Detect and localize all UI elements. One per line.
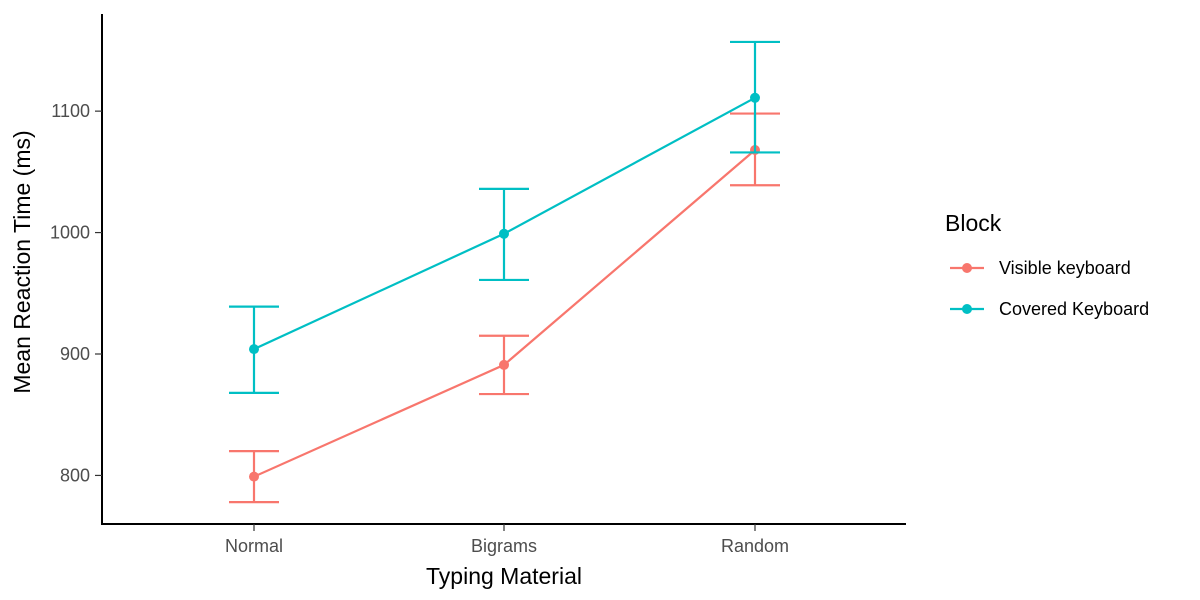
legend-item: Visible keyboard [950, 258, 1131, 278]
legend-items: Visible keyboard Covered Keyboard [950, 258, 1149, 319]
data-point [249, 344, 259, 355]
data-point [499, 359, 509, 370]
plot-area [229, 40, 780, 504]
legend-label: Visible keyboard [999, 258, 1131, 278]
legend-item: Covered Keyboard [950, 299, 1149, 319]
legend-key-point [962, 304, 972, 314]
series-1 [229, 112, 780, 504]
legend-title: Block [945, 210, 1002, 236]
data-point [750, 92, 760, 103]
y-tick-label: 1100 [51, 101, 90, 121]
legend-key-point [962, 263, 972, 273]
y-axis-ticks: 800 900 1000 1100 [50, 101, 102, 485]
y-tick-label: 900 [60, 344, 90, 364]
x-tick-label: Bigrams [471, 536, 537, 556]
legend-label: Covered Keyboard [999, 299, 1149, 319]
y-tick-label: 800 [60, 465, 90, 485]
legend: Block Visible keyboard Covered Keyboard [945, 210, 1149, 319]
x-tick-label: Random [721, 536, 789, 556]
data-point [499, 228, 509, 239]
y-axis-title: Mean Reaction Time (ms) [9, 130, 35, 393]
x-axis-title: Typing Material [426, 563, 582, 589]
data-point [249, 471, 259, 482]
y-tick-label: 1000 [50, 223, 90, 243]
x-axis-ticks: Normal Bigrams Random [225, 524, 789, 556]
series-2 [229, 40, 780, 394]
x-tick-label: Normal [225, 536, 283, 556]
